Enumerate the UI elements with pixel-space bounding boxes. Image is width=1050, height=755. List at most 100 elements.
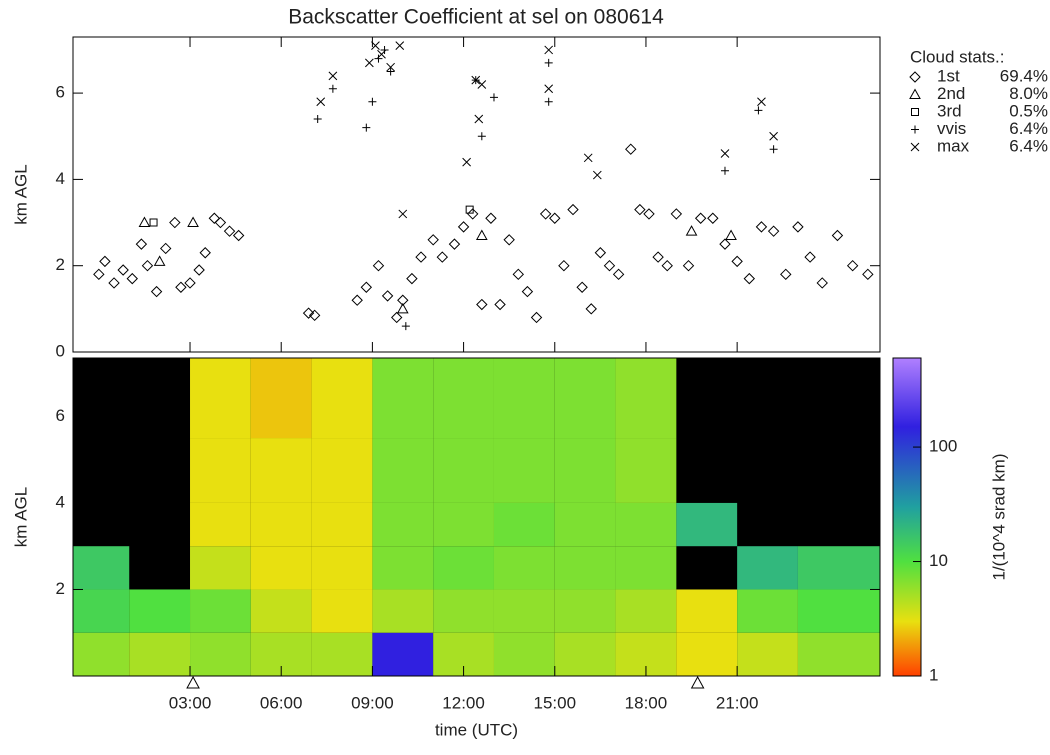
point <box>612 268 625 281</box>
point <box>544 84 554 94</box>
point <box>670 208 683 220</box>
point <box>135 238 148 250</box>
point <box>477 80 487 89</box>
y-tick-label: 6 <box>56 406 65 425</box>
point <box>360 281 373 293</box>
point <box>175 281 187 293</box>
heat-cell <box>493 632 555 676</box>
heat-cell <box>372 632 434 676</box>
point <box>415 251 427 263</box>
point <box>386 62 395 72</box>
x-tick-label: 15:00 <box>533 693 576 712</box>
point <box>457 221 470 233</box>
point <box>725 229 737 240</box>
colorbar <box>892 357 922 677</box>
point <box>558 259 570 272</box>
point <box>316 97 326 107</box>
point <box>475 229 488 240</box>
y-tick-label: 0 <box>56 341 65 360</box>
plot-frame <box>72 357 881 677</box>
point <box>694 212 707 224</box>
point <box>391 311 403 324</box>
heat-cell <box>250 546 312 590</box>
heat-cell <box>797 589 880 633</box>
point <box>530 311 543 324</box>
point <box>544 58 553 67</box>
heat-cell <box>797 632 880 676</box>
heat-cell <box>372 358 434 439</box>
point <box>494 298 506 311</box>
point <box>754 106 763 115</box>
heat-cell <box>73 632 130 676</box>
heat-cell <box>73 546 130 590</box>
heat-cell <box>311 502 373 547</box>
heat-cell <box>554 546 616 590</box>
point <box>661 259 673 272</box>
heat-cell <box>615 502 677 547</box>
point <box>512 268 525 281</box>
point <box>603 259 616 272</box>
heat-cell <box>615 589 677 633</box>
chart-title: Backscatter Coefficient at sel on 080614 <box>288 6 664 29</box>
legend-symbol <box>911 125 919 134</box>
heat-cell <box>311 589 373 633</box>
point <box>386 67 395 76</box>
point <box>685 225 698 236</box>
legend-symbol <box>909 88 921 99</box>
point <box>682 259 695 272</box>
heat-cell <box>737 546 798 590</box>
point <box>313 114 322 123</box>
heat-cell <box>797 546 880 590</box>
x-tick-label: 06:00 <box>260 693 303 712</box>
heat-cell <box>190 438 251 503</box>
point <box>780 268 792 281</box>
heat-cell <box>311 632 373 676</box>
x-tick-label: 12:00 <box>442 693 485 712</box>
colorbar-tick-label: 1 <box>929 665 938 684</box>
heat-cell <box>190 546 251 590</box>
point <box>567 203 579 216</box>
point <box>427 234 439 246</box>
point <box>184 277 196 289</box>
heat-cell <box>311 546 373 590</box>
point <box>767 225 780 237</box>
x-tick-label: 09:00 <box>351 693 394 712</box>
heat-cell <box>250 358 312 439</box>
legend-label: max <box>937 136 970 155</box>
point <box>308 309 321 322</box>
point <box>594 247 607 259</box>
point <box>396 302 409 314</box>
x-tick-label: 21:00 <box>716 693 759 712</box>
y-tick-label: 6 <box>56 83 65 102</box>
heat-cell <box>311 358 373 439</box>
point <box>755 221 768 233</box>
point <box>362 123 371 132</box>
heat-cell <box>250 589 312 633</box>
heat-cell <box>615 358 677 439</box>
legend-symbol <box>911 108 919 116</box>
point <box>477 132 486 141</box>
legend-share: 8.0% <box>1009 84 1048 103</box>
point <box>503 234 515 246</box>
point <box>521 285 534 298</box>
point <box>351 294 363 306</box>
x-tick-label: 18:00 <box>625 693 668 712</box>
point <box>374 54 383 63</box>
y-tick-label: 4 <box>56 169 65 188</box>
point <box>485 212 497 224</box>
point <box>707 212 719 224</box>
point <box>576 281 588 293</box>
point <box>792 221 804 233</box>
heat-cell <box>190 358 251 439</box>
point <box>448 238 461 250</box>
point <box>150 285 163 298</box>
heat-cell <box>676 502 738 547</box>
heat-cell <box>554 502 616 547</box>
heat-cell <box>554 632 616 676</box>
point <box>397 294 409 306</box>
point <box>99 255 111 268</box>
point <box>625 143 637 155</box>
x-tick-label: 03:00 <box>169 693 212 712</box>
y-axis-label: km AGL <box>11 487 30 547</box>
